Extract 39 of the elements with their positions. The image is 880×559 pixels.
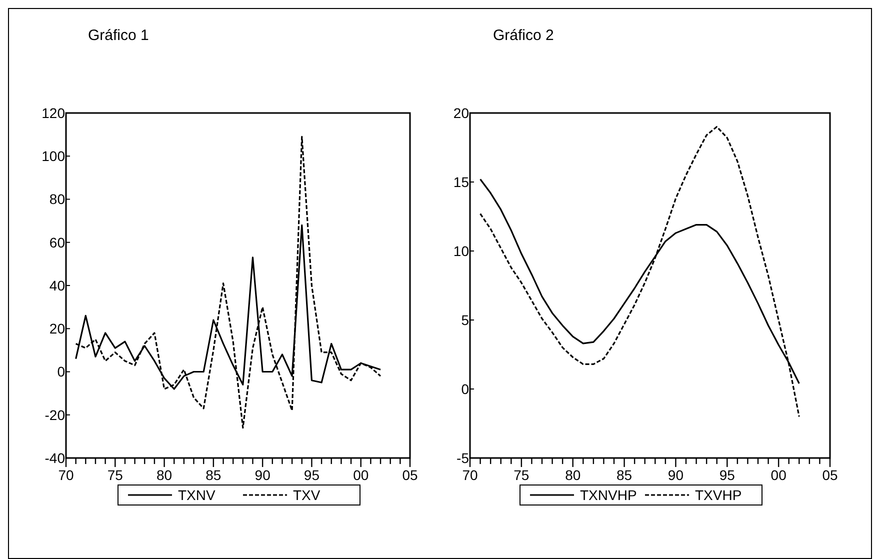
x-tick-label: 70 [462,467,478,483]
x-tick-label: 00 [353,467,369,483]
chart-title: Gráfico 1 [88,27,149,44]
x-tick-label: 05 [822,467,838,483]
x-tick-label: 75 [514,467,530,483]
y-tick-label: -5 [456,450,470,466]
x-tick-label: 95 [719,467,736,483]
y-tick-label: 0 [461,380,470,397]
y-tick-label: 120 [42,104,66,121]
chart-title: Gráfico 2 [493,27,554,44]
legend-label: TXNVHP [580,486,637,503]
y-tick-label: 80 [49,191,66,208]
x-tick-label: 95 [304,467,320,483]
x-tick-label: 85 [616,467,632,483]
y-tick-label: 100 [42,148,66,164]
line-series [479,126,800,418]
legend-label: TXNV [178,486,216,503]
y-tick-label: 40 [49,277,66,294]
y-tick-label: 0 [57,364,66,380]
y-tick-label: -20 [44,406,66,423]
x-tick-label: 80 [565,467,581,483]
y-tick-label: -40 [44,450,66,466]
x-tick-label: 90 [254,467,271,483]
x-tick-label: 85 [206,467,222,483]
y-tick-label: 10 [453,242,470,259]
y-tick-label: 15 [453,174,470,190]
line-series [75,136,382,429]
legend-label: TXV [293,486,321,503]
legend-label: TXVHP [695,486,742,503]
x-tick-label: 70 [58,467,74,483]
x-tick-label: 05 [402,467,418,483]
y-tick-label: 5 [461,312,470,328]
y-tick-label: 60 [49,234,66,250]
x-tick-label: 75 [107,467,124,483]
x-tick-label: 80 [156,467,172,483]
y-tick-label: 20 [49,320,66,337]
x-tick-label: 00 [770,467,787,483]
x-tick-label: 90 [668,467,684,483]
y-tick-label: 20 [453,104,470,121]
